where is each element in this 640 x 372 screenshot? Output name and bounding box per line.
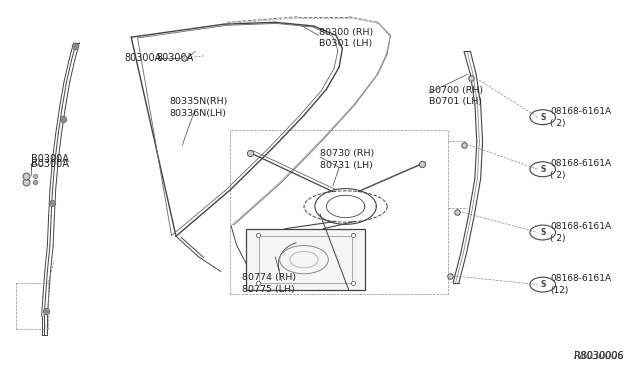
Text: 80300A: 80300A xyxy=(125,53,162,62)
Text: 08168-6161A
( 2): 08168-6161A ( 2) xyxy=(550,159,612,180)
Text: 80300 (RH)
B0301 (LH): 80300 (RH) B0301 (LH) xyxy=(319,28,373,48)
Text: 08168-6161A
( 2): 08168-6161A ( 2) xyxy=(550,107,612,128)
Text: 08168-6161A
(12): 08168-6161A (12) xyxy=(550,274,612,295)
Text: R8030006: R8030006 xyxy=(574,352,624,361)
Text: S: S xyxy=(540,280,545,289)
Text: S: S xyxy=(540,228,545,237)
Bar xyxy=(246,229,365,290)
Text: R8030006: R8030006 xyxy=(573,352,624,361)
Text: 80335N(RH)
80336N(LH): 80335N(RH) 80336N(LH) xyxy=(170,97,228,118)
Text: 80774 (RH)
80775 (LH): 80774 (RH) 80775 (LH) xyxy=(242,273,296,294)
Text: 80300A: 80300A xyxy=(157,53,194,62)
Text: 08168-6161A
( 2): 08168-6161A ( 2) xyxy=(550,222,612,243)
Text: B0300A: B0300A xyxy=(31,160,68,169)
Text: S: S xyxy=(540,165,545,174)
Text: S: S xyxy=(540,113,545,122)
Text: 80730 (RH)
80731 (LH): 80730 (RH) 80731 (LH) xyxy=(320,149,374,170)
Text: B0300A: B0300A xyxy=(31,154,68,164)
Text: 80700 (RH)
B0701 (LH): 80700 (RH) B0701 (LH) xyxy=(429,86,483,106)
